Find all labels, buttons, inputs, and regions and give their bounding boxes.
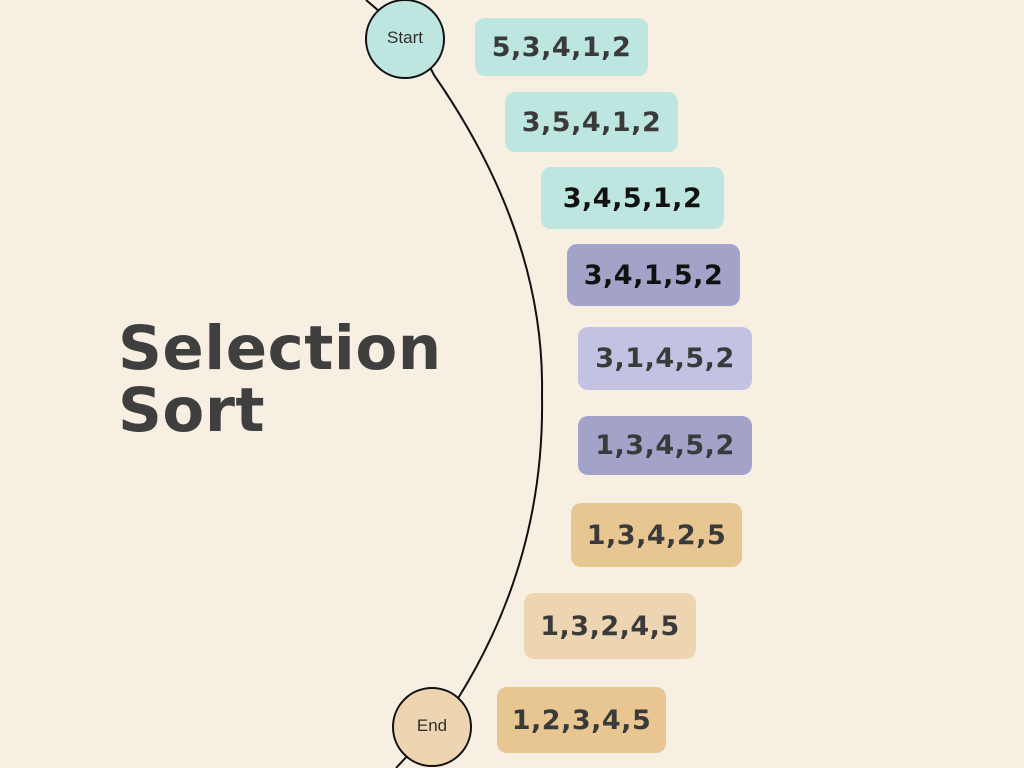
step-3-box: 3,4,5,1,2	[541, 167, 724, 229]
step-7-box: 1,3,4,2,5	[571, 503, 742, 567]
start-node-label: Start	[387, 28, 423, 47]
end-node-label: End	[416, 716, 448, 735]
step-1-box: 5,3,4,1,2	[475, 18, 648, 76]
start-node	[365, 0, 445, 79]
title-line-2: Sort	[118, 375, 266, 446]
step-9-box: 1,2,3,4,5	[497, 687, 666, 753]
step-5-box: 3,1,4,5,2	[578, 327, 752, 390]
step-4-box: 3,4,1,5,2	[567, 244, 740, 306]
step-6-box: 1,3,4,5,2	[578, 416, 752, 475]
title-line-1: Selection	[118, 313, 442, 384]
page-title: Selection Sort	[118, 318, 442, 442]
step-2-box: 3,5,4,1,2	[505, 92, 678, 152]
end-node	[392, 687, 472, 767]
step-8-box: 1,3,2,4,5	[524, 593, 696, 659]
